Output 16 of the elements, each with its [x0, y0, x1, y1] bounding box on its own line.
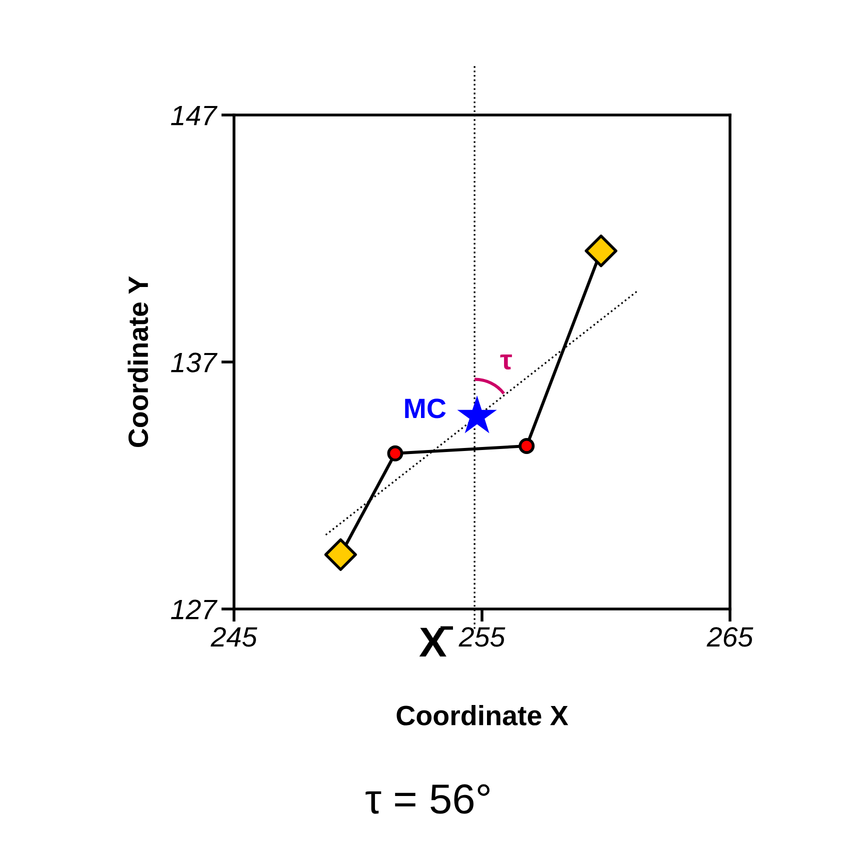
y-tick-label: 147 [171, 106, 218, 126]
x-axis-title: Coordinate X [396, 705, 568, 726]
y-tick-label: 127 [171, 600, 218, 620]
x-tick-label: 255 [458, 627, 506, 647]
text: τ = 56° [366, 784, 490, 814]
annotation: τ [500, 354, 512, 370]
x-tick-label: 265 [706, 627, 754, 647]
ref-line-label: X̄ [419, 626, 453, 656]
point [324, 538, 357, 571]
series-label: MC [405, 398, 446, 418]
point [387, 445, 404, 462]
y-tick-label: 137 [171, 352, 218, 372]
point [584, 234, 618, 268]
y-axis-title: Coordinate Y [128, 276, 148, 448]
point [518, 438, 535, 454]
x-tick-label: 245 [210, 627, 258, 647]
